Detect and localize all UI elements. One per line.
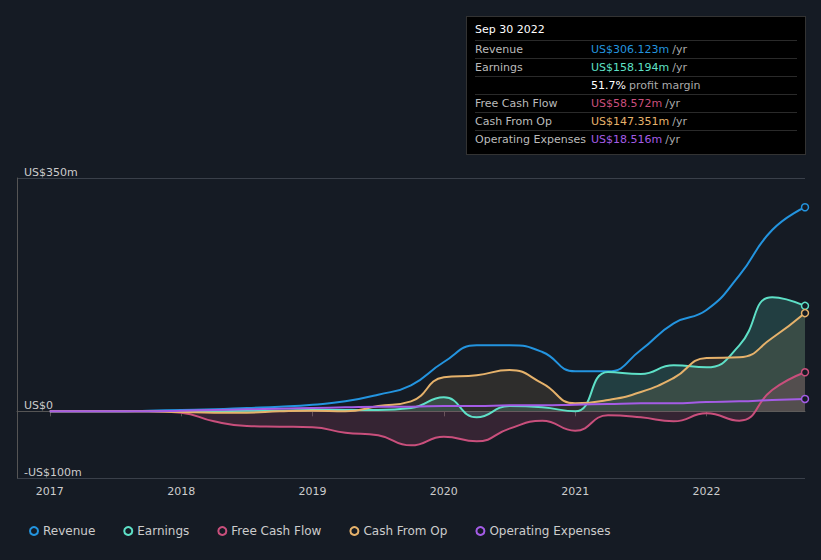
- svg-text:2018: 2018: [167, 485, 195, 498]
- svg-text:US$350m: US$350m: [24, 166, 78, 179]
- html-text:Cash From Op: Cash From Op: [475, 115, 552, 128]
- html-text:Free Cash Flow: Free Cash Flow: [475, 97, 558, 110]
- svg-text:Operating Expenses: Operating Expenses: [489, 524, 610, 538]
- html-text:51.7% profit margin: 51.7% profit margin: [591, 79, 701, 92]
- svg-text:Revenue: Revenue: [43, 524, 95, 538]
- svg-text:US$0: US$0: [24, 399, 53, 412]
- svg-text:Earnings: Earnings: [137, 524, 189, 538]
- html-text:Earnings: Earnings: [475, 61, 523, 74]
- html-text:US$158.194m /yr: US$158.194m /yr: [591, 61, 687, 74]
- svg-text:Free Cash Flow: Free Cash Flow: [231, 524, 321, 538]
- svg-text:2022: 2022: [693, 485, 721, 498]
- html-text:Sep 30 2022: Sep 30 2022: [475, 23, 545, 36]
- html-text:Operating Expenses: Operating Expenses: [475, 133, 586, 146]
- svg-text:Cash From Op: Cash From Op: [363, 524, 447, 538]
- html-text:US$147.351m /yr: US$147.351m /yr: [591, 115, 687, 128]
- svg-text:2020: 2020: [430, 485, 458, 498]
- svg-text:2017: 2017: [36, 485, 64, 498]
- svg-text:-US$100m: -US$100m: [24, 466, 82, 479]
- html-text:US$306.123m /yr: US$306.123m /yr: [591, 43, 687, 56]
- html-text:Revenue: Revenue: [475, 43, 523, 56]
- svg-text:2019: 2019: [299, 485, 327, 498]
- html-text:US$58.572m /yr: US$58.572m /yr: [591, 97, 680, 110]
- svg-text:2021: 2021: [561, 485, 589, 498]
- html-text:US$18.516m /yr: US$18.516m /yr: [591, 133, 680, 146]
